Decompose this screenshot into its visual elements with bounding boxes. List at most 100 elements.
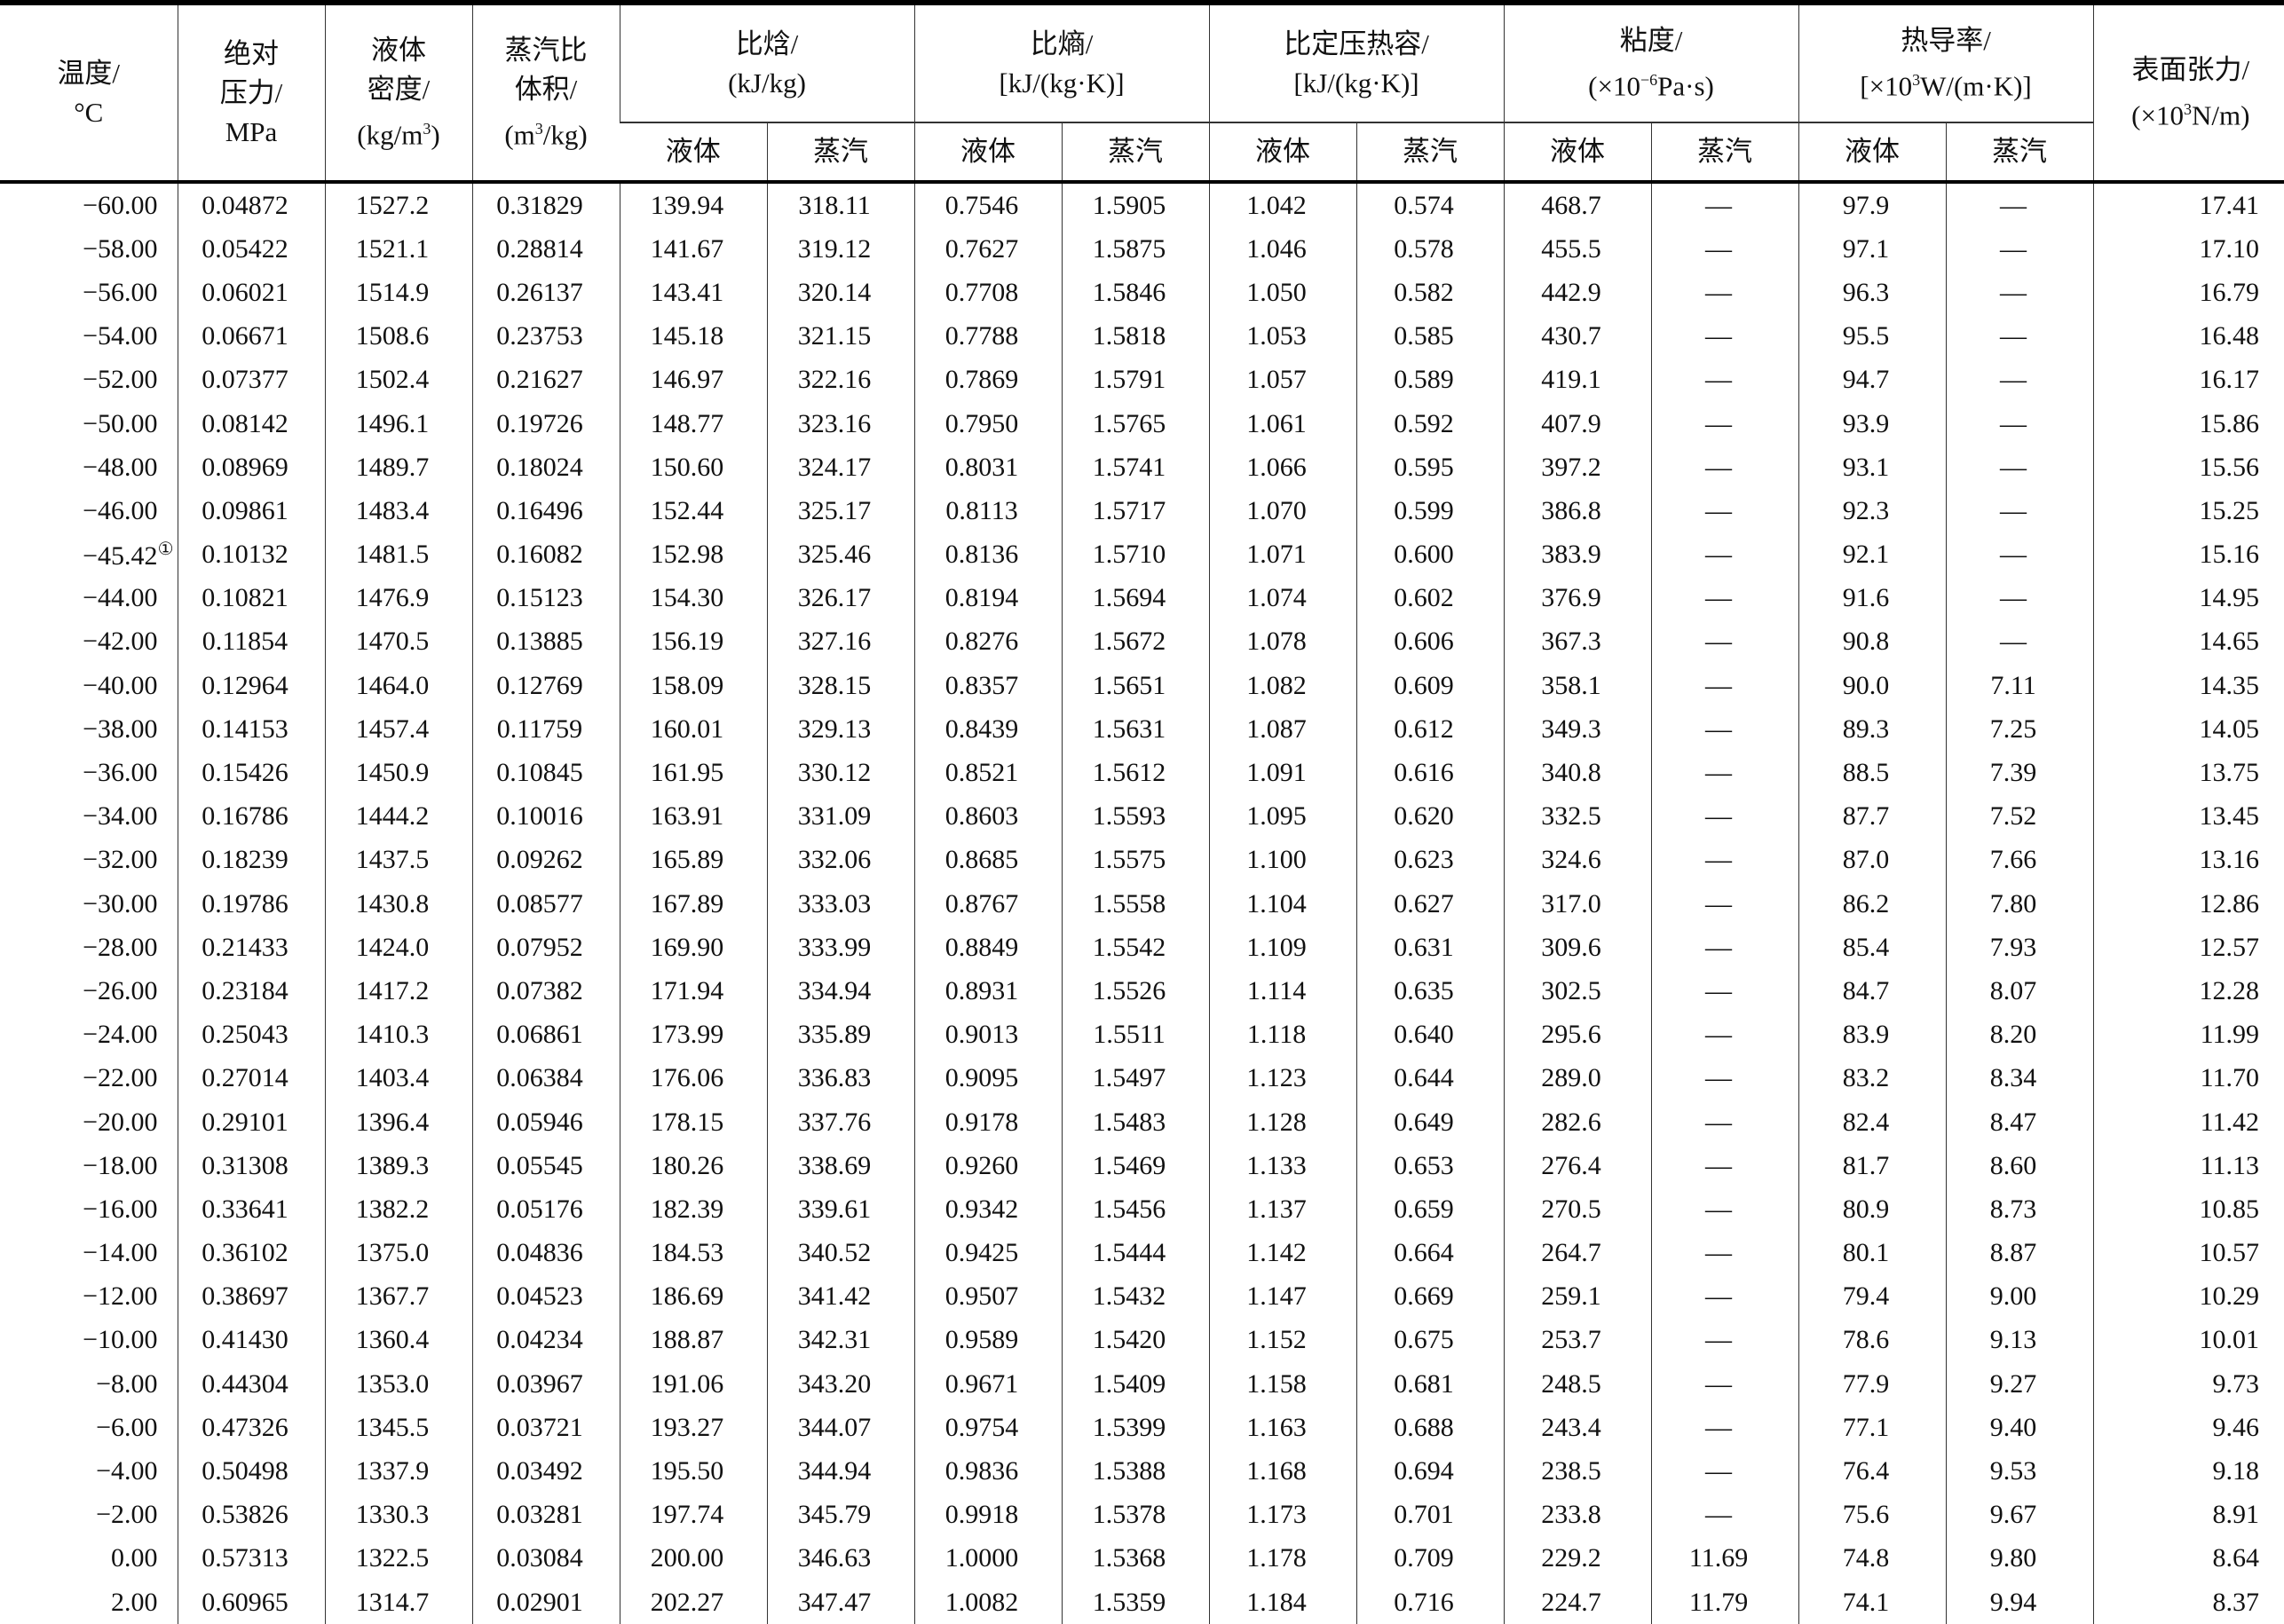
table-cell: 1.0082 bbox=[913, 1581, 1063, 1624]
table-cell: 80.1 bbox=[1798, 1231, 1947, 1275]
table-cell: −8.00 bbox=[96, 1368, 158, 1399]
table-cell: 9.46 bbox=[2092, 1406, 2284, 1450]
subheader-liquid: 液体 bbox=[1503, 122, 1652, 182]
table-cell: 0.09861 bbox=[177, 489, 325, 533]
table-cell: 0.623 bbox=[1355, 838, 1505, 882]
table-cell: 171.94 bbox=[619, 969, 767, 1013]
table-cell: 0.10845 bbox=[471, 751, 620, 795]
table-cell: 0.28814 bbox=[471, 227, 620, 272]
table-cell: 1.087 bbox=[1208, 707, 1357, 752]
table-cell: 1489.7 bbox=[324, 445, 472, 490]
header-temperature: 温度/°C bbox=[57, 57, 121, 128]
table-cell: — bbox=[1650, 182, 1799, 228]
table-cell: 83.9 bbox=[1798, 1013, 1947, 1057]
table-cell: 334.94 bbox=[766, 969, 915, 1013]
table-cell: 1.082 bbox=[1208, 664, 1357, 708]
table-cell: 1.5497 bbox=[1061, 1056, 1210, 1100]
table-cell: 1.050 bbox=[1208, 271, 1357, 315]
table-cell: 156.19 bbox=[619, 619, 767, 665]
table-row: −58.00 0.05422 1521.1 0.28814 141.67 319.12 0.… bbox=[0, 227, 2284, 272]
table-cell: — bbox=[1650, 1056, 1799, 1100]
table-cell: 0.12964 bbox=[177, 664, 325, 708]
table-cell: 0.04872 bbox=[177, 182, 325, 228]
table-cell: 0.60965 bbox=[177, 1581, 325, 1624]
table-cell: 0.7627 bbox=[913, 227, 1063, 272]
table-cell: 0.05545 bbox=[471, 1144, 620, 1188]
table-cell: −60.00 bbox=[83, 190, 158, 220]
table-cell: 1.5875 bbox=[1061, 227, 1210, 272]
table-row: 2.00 0.60965 1314.7 0.02901 202.27 347.47 1.00… bbox=[0, 1581, 2284, 1624]
table-cell: 0.57313 bbox=[177, 1536, 325, 1581]
table-cell: −54.00 bbox=[83, 321, 158, 351]
table-cell: 96.3 bbox=[1798, 271, 1947, 315]
table-cell: 14.65 bbox=[2092, 619, 2284, 665]
table-cell: 320.14 bbox=[766, 271, 915, 315]
table-cell: 1.5575 bbox=[1061, 838, 1210, 882]
table-cell: — bbox=[1650, 1362, 1799, 1407]
table-cell: 0.7869 bbox=[913, 358, 1063, 402]
table-cell: 0.9754 bbox=[913, 1406, 1063, 1450]
table-cell: 442.9 bbox=[1503, 271, 1652, 315]
table-cell: 9.53 bbox=[1945, 1449, 2094, 1494]
table-cell: 94.7 bbox=[1798, 358, 1947, 402]
table-row: −14.00 0.36102 1375.0 0.04836 184.53 340.52 0.… bbox=[0, 1231, 2284, 1275]
table-cell: 12.28 bbox=[2092, 969, 2284, 1013]
table-cell: — bbox=[1650, 1100, 1799, 1145]
table-cell: 0.659 bbox=[1355, 1187, 1505, 1232]
table-cell: 15.56 bbox=[2092, 445, 2284, 490]
table-cell: 1330.3 bbox=[324, 1493, 472, 1537]
table-cell: 161.95 bbox=[619, 751, 767, 795]
table-cell: 0.9095 bbox=[913, 1056, 1063, 1100]
table-cell: 1.5765 bbox=[1061, 401, 1210, 446]
table-cell: 197.74 bbox=[619, 1493, 767, 1537]
subheader-vapor: 蒸汽 bbox=[766, 122, 915, 182]
table-cell: 0.04523 bbox=[471, 1274, 620, 1319]
table-cell: 319.12 bbox=[766, 227, 915, 272]
table-cell: 332.5 bbox=[1503, 794, 1652, 839]
table-cell: 9.67 bbox=[1945, 1493, 2094, 1537]
table-cell: 0.10821 bbox=[177, 576, 325, 620]
table-cell: 7.11 bbox=[1945, 664, 2094, 708]
table-cell: 0.10132 bbox=[177, 532, 325, 577]
table-cell: — bbox=[1945, 314, 2094, 359]
table-cell: −14.00 bbox=[83, 1238, 158, 1268]
table-cell: 1.5456 bbox=[1061, 1187, 1210, 1232]
table-cell: 0.36102 bbox=[177, 1231, 325, 1275]
table-cell: 1.070 bbox=[1208, 489, 1357, 533]
table-row: −10.00 0.41430 1360.4 0.04234 188.87 342.31 0.… bbox=[0, 1318, 2284, 1363]
table-cell: 317.0 bbox=[1503, 882, 1652, 926]
table-cell: 15.16 bbox=[2092, 532, 2284, 577]
table-cell: −18.00 bbox=[83, 1150, 158, 1180]
table-cell: 0.03281 bbox=[471, 1493, 620, 1537]
table-cell: 430.7 bbox=[1503, 314, 1652, 359]
header-enthalpy: 比焓/(kJ/kg) bbox=[619, 3, 915, 122]
table-cell: 1322.5 bbox=[324, 1536, 472, 1581]
table-cell: 0.41430 bbox=[177, 1318, 325, 1363]
table-cell: 468.7 bbox=[1503, 182, 1652, 228]
table-cell: 0.8194 bbox=[913, 576, 1063, 620]
table-cell: — bbox=[1945, 576, 2094, 620]
table-row: −38.00 0.14153 1457.4 0.11759 160.01 329.13 0.… bbox=[0, 707, 2284, 752]
subheader-liquid: 液体 bbox=[913, 122, 1063, 182]
table-cell: 323.16 bbox=[766, 401, 915, 446]
table-cell: 343.20 bbox=[766, 1362, 915, 1407]
table-cell: — bbox=[1650, 1187, 1799, 1232]
table-cell: 0.631 bbox=[1355, 926, 1505, 970]
table-cell: 8.37 bbox=[2092, 1581, 2284, 1624]
table-cell: 0.02901 bbox=[471, 1581, 620, 1624]
table-cell: 90.8 bbox=[1798, 619, 1947, 665]
table-cell: 11.79 bbox=[1650, 1581, 1799, 1624]
table-cell: 1.5432 bbox=[1061, 1274, 1210, 1319]
header-viscosity: 粘度/(×10−6Pa·s) bbox=[1503, 3, 1799, 122]
table-row: −18.00 0.31308 1389.3 0.05545 180.26 338.69 0.… bbox=[0, 1144, 2284, 1188]
table-cell: 9.27 bbox=[1945, 1362, 2094, 1407]
table-cell: 11.99 bbox=[2092, 1013, 2284, 1057]
table-row: −42.00 0.11854 1470.5 0.13885 156.19 327.16 0.… bbox=[0, 619, 2284, 665]
table-row: −32.00 0.18239 1437.5 0.09262 165.89 332.06 0.… bbox=[0, 838, 2284, 882]
table-cell: 8.47 bbox=[1945, 1100, 2094, 1145]
table-row: −4.00 0.50498 1337.9 0.03492 195.50 344.94 0.9… bbox=[0, 1449, 2284, 1494]
table-row: −22.00 0.27014 1403.4 0.06384 176.06 336.83 0.… bbox=[0, 1056, 2284, 1100]
table-cell: — bbox=[1650, 445, 1799, 490]
table-cell: 1.158 bbox=[1208, 1362, 1357, 1407]
